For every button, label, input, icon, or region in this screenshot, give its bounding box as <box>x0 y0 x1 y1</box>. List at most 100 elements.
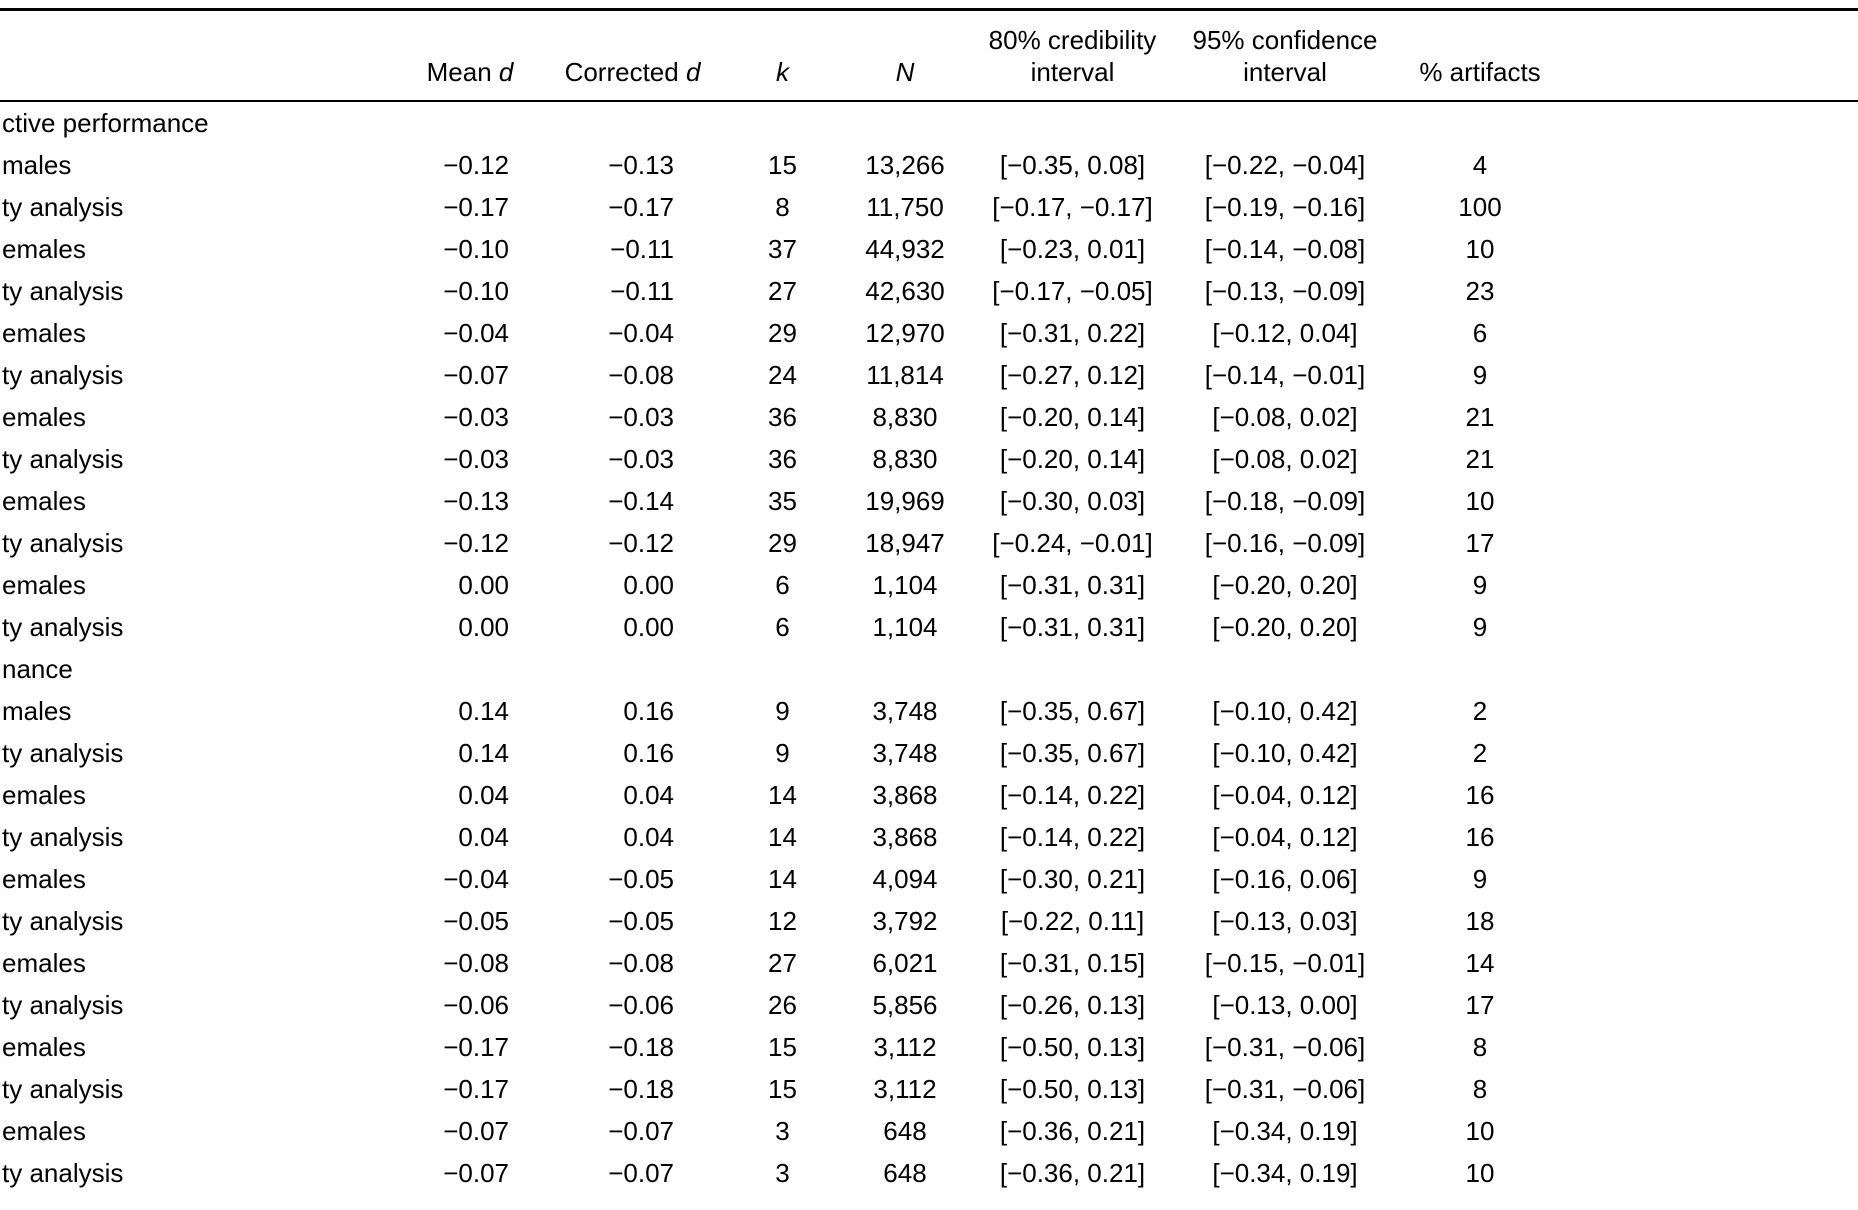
cell: 648 <box>883 1158 927 1189</box>
cell: [−0.22, 0.11] <box>1000 906 1145 937</box>
cell: [−0.18, −0.09] <box>1204 486 1366 517</box>
filler-cell <box>1570 312 1858 354</box>
row-label: emales <box>2 234 86 265</box>
table-row: ty analysis 0.14 0.16 9 3,748 [−0.35, 0.67] [−… <box>0 732 1858 774</box>
row-label: ty analysis <box>2 612 124 643</box>
cell: 0.00 <box>458 570 509 601</box>
cell: 8,830 <box>872 402 938 433</box>
row-label: ty analysis <box>2 822 124 853</box>
cell: 9 <box>1472 360 1488 391</box>
cell: 12,970 <box>865 318 945 349</box>
row-label: emales <box>2 402 86 433</box>
table-row: ty analysis −0.05 −0.05 12 3,792 [−0.22, 0.11… <box>0 900 1858 942</box>
cell: 15 <box>768 150 797 181</box>
filler-cell <box>1570 1152 1858 1194</box>
cell: 9 <box>1472 570 1488 601</box>
table-row: ty analysis −0.17 −0.18 15 3,112 [−0.50, 0.13… <box>0 1068 1858 1110</box>
cell: 10 <box>1465 1158 1495 1189</box>
cell: −0.11 <box>610 234 674 265</box>
cell: 3,748 <box>872 696 938 727</box>
cell: 1,104 <box>872 612 938 643</box>
cell: 18,947 <box>865 528 945 559</box>
filler-cell <box>1570 101 1858 144</box>
cell: 11,750 <box>866 192 944 223</box>
row-label: emales <box>2 864 86 895</box>
cell: 42,630 <box>865 276 945 307</box>
cell <box>1390 101 1570 144</box>
section-row: nance <box>0 648 1858 690</box>
row-label: emales <box>2 318 86 349</box>
cell: [−0.34, 0.19] <box>1212 1158 1358 1189</box>
cell: [−0.19, −0.16] <box>1204 192 1366 223</box>
cell: −0.08 <box>608 948 674 979</box>
column-header-text: % artifacts <box>1419 56 1541 87</box>
filler-cell <box>1570 270 1858 312</box>
cell <box>1180 101 1390 144</box>
filler-cell <box>1570 732 1858 774</box>
row-label: emales <box>2 570 86 601</box>
cell <box>545 648 720 690</box>
filler-cell <box>1570 774 1858 816</box>
column-header-symbol: d <box>498 56 514 87</box>
cell: [−0.36, 0.21] <box>999 1158 1146 1189</box>
cell: −0.17 <box>608 192 674 223</box>
cell <box>845 101 965 144</box>
cell: 35 <box>768 486 797 517</box>
cell: 0.04 <box>458 780 509 811</box>
cell: 26 <box>768 990 797 1021</box>
table-row: emales −0.10 −0.11 37 44,932 [−0.23, 0.01] [−0… <box>0 228 1858 270</box>
table-row: emales −0.08 −0.08 27 6,021 [−0.31, 0.15] [−0.… <box>0 942 1858 984</box>
cell: 6 <box>1472 318 1488 349</box>
cell: [−0.30, 0.21] <box>999 864 1146 895</box>
cell: −0.13 <box>608 150 674 181</box>
cell: [−0.08, 0.02] <box>1212 402 1358 433</box>
filler-cell <box>1570 1110 1858 1152</box>
cell: −0.17 <box>443 1032 509 1063</box>
table-row: emales −0.07 −0.07 3 648 [−0.36, 0.21] [−0.34,… <box>0 1110 1858 1152</box>
cell: 3 <box>775 1116 790 1147</box>
cell: −0.13 <box>443 486 509 517</box>
table-row: ty analysis −0.12 −0.12 29 18,947 [−0.24, −0.… <box>0 522 1858 564</box>
cell: [−0.13, 0.03] <box>1212 906 1358 937</box>
cell: −0.04 <box>443 864 509 895</box>
cell: [−0.50, 0.13] <box>999 1074 1146 1105</box>
filler-cell <box>1570 354 1858 396</box>
table-row: ty analysis 0.04 0.04 14 3,868 [−0.14, 0.22] [… <box>0 816 1858 858</box>
cell: [−0.36, 0.21] <box>999 1116 1146 1147</box>
cell: [−0.12, 0.04] <box>1212 318 1358 349</box>
cell: [−0.13, −0.09] <box>1204 276 1366 307</box>
section-row: ctive performance <box>0 101 1858 144</box>
cell: [−0.14, 0.22] <box>999 780 1146 811</box>
cell: 37 <box>768 234 797 265</box>
row-label: ty analysis <box>2 192 124 223</box>
cell: 3 <box>775 1158 790 1189</box>
cell: 44,932 <box>865 234 945 265</box>
filler-cell <box>1570 396 1858 438</box>
table-row: emales −0.04 −0.05 14 4,094 [−0.30, 0.21] [−0.… <box>0 858 1858 900</box>
cell <box>965 101 1180 144</box>
cell: 3,868 <box>872 822 938 853</box>
cell: [−0.22, −0.04] <box>1204 150 1366 181</box>
cell: −0.17 <box>443 192 509 223</box>
cell: 21 <box>1465 402 1495 433</box>
cell: −0.11 <box>610 276 674 307</box>
cell: [−0.10, 0.42] <box>1212 696 1358 727</box>
cell: −0.03 <box>608 444 674 475</box>
cell <box>720 101 845 144</box>
column-header-text: Mean <box>426 56 492 87</box>
column-header-symbol: N <box>895 56 915 87</box>
table-row: ty analysis −0.06 −0.06 26 5,856 [−0.26, 0.13… <box>0 984 1858 1026</box>
cell: 4 <box>1472 150 1488 181</box>
cell: 0.00 <box>623 570 674 601</box>
row-label: emales <box>2 948 86 979</box>
cell <box>1180 648 1390 690</box>
row-label: ty analysis <box>2 276 124 307</box>
header-row: Mean d Corrected d k N 80% credibility inter… <box>0 9 1858 103</box>
table-row: emales −0.03 −0.03 36 8,830 [−0.20, 0.14] [−0.… <box>0 396 1858 438</box>
cell <box>720 648 845 690</box>
section-label: nance <box>2 654 73 685</box>
cell: 17 <box>1465 990 1495 1021</box>
cell: 1,104 <box>872 570 938 601</box>
cell: −0.06 <box>608 990 674 1021</box>
cell: 3,112 <box>873 1074 937 1105</box>
